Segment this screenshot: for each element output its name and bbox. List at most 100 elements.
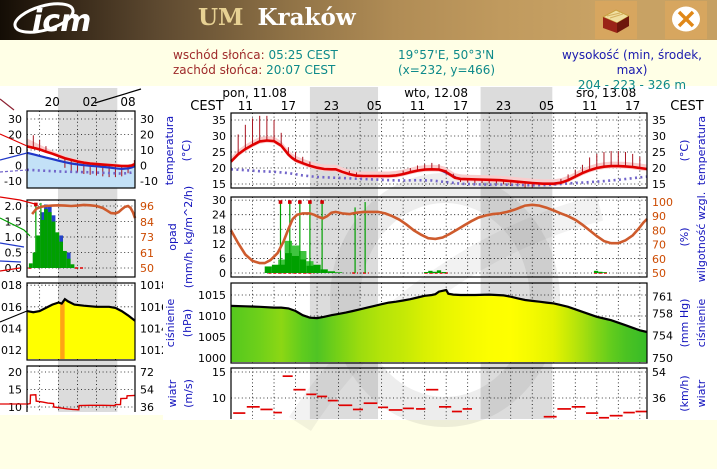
svg-text:50: 50 <box>652 267 666 280</box>
svg-text:(km/h): (km/h) <box>678 375 691 411</box>
svg-text:pon, 11.08: pon, 11.08 <box>222 86 287 100</box>
svg-text:23: 23 <box>496 99 511 113</box>
svg-text:758: 758 <box>652 307 673 320</box>
svg-text:2.0: 2.0 <box>5 200 23 213</box>
svg-text:(m/s): (m/s) <box>182 379 195 408</box>
svg-text:10: 10 <box>140 144 154 157</box>
svg-text:0: 0 <box>140 160 147 173</box>
svg-text:54: 54 <box>140 384 154 397</box>
svg-text:(°C): (°C) <box>678 140 691 162</box>
svg-text:96: 96 <box>140 200 154 213</box>
svg-text:20: 20 <box>212 162 226 175</box>
svg-text:wilgotność wzgl.: wilgotność wzgl. <box>695 192 708 282</box>
city-name: Kraków <box>257 4 356 31</box>
close-button[interactable] <box>665 1 707 39</box>
svg-text:11: 11 <box>238 99 253 113</box>
svg-text:761: 761 <box>652 291 673 304</box>
leader-lines <box>0 88 142 405</box>
svg-text:0: 0 <box>219 267 226 280</box>
meteogram-previous-truncated: 20 02 083020100-103020100-102.01.51.00.50.… <box>0 86 168 415</box>
sunset-label: zachód słońca: <box>173 63 263 77</box>
svg-text:15: 15 <box>8 384 22 397</box>
svg-text:35: 35 <box>652 114 666 127</box>
svg-text:10: 10 <box>8 401 22 414</box>
svg-text:CEST: CEST <box>190 99 224 114</box>
altitude-value: 204 - 223 - 326 m <box>577 78 687 92</box>
svg-text:24: 24 <box>212 209 226 222</box>
svg-text:wiatr: wiatr <box>695 379 708 407</box>
panel-pressure: 1018 1016 1014 1012 1018 1016 1014 1012 <box>0 279 168 361</box>
svg-text:750: 750 <box>652 352 673 365</box>
svg-text:15: 15 <box>212 178 226 191</box>
svg-text:1012: 1012 <box>140 344 168 357</box>
svg-text:(hPa): (hPa) <box>181 309 194 337</box>
svg-text:84: 84 <box>140 216 154 229</box>
svg-text:80: 80 <box>652 224 666 237</box>
svg-text:-10: -10 <box>4 175 22 188</box>
altitude-label: wysokość (min, środek, max) <box>561 48 702 77</box>
svg-text:60: 60 <box>652 253 666 266</box>
svg-text:30: 30 <box>652 130 666 143</box>
svg-text:754: 754 <box>652 330 673 343</box>
svg-text:17: 17 <box>453 99 468 113</box>
svg-text:15: 15 <box>652 178 666 191</box>
svg-text:(°C): (°C) <box>180 140 193 162</box>
svg-text:-10: -10 <box>140 175 158 188</box>
svg-text:CEST: CEST <box>670 99 704 114</box>
svg-text:1005: 1005 <box>198 331 226 344</box>
altitude-info: wysokość (min, środek, max) 204 - 223 - … <box>548 48 716 93</box>
icm-logo[interactable]: icm <box>8 1 158 40</box>
sunrise-label: wschód słońca: <box>173 48 265 62</box>
info-row: wschód słońca: 05:25 CEST zachód słońca:… <box>0 46 717 92</box>
sunset-value: 20:07 CEST <box>266 63 336 77</box>
svg-text:20: 20 <box>652 162 666 175</box>
svg-text:1.5: 1.5 <box>5 216 23 229</box>
svg-text:śro, 13.08: śro, 13.08 <box>576 86 636 100</box>
geo-coordinates: 19°57'E, 50°3'N <box>398 48 495 62</box>
svg-text:10: 10 <box>8 144 22 157</box>
svg-text:15: 15 <box>212 366 226 379</box>
svg-text:20: 20 <box>8 366 22 379</box>
panel-wind: 20 15 10 72 54 36 <box>8 365 154 414</box>
svg-text:30: 30 <box>140 113 154 126</box>
panel-temperature: 30 20 10 0 -10 30 20 10 0 -10 <box>4 110 158 189</box>
svg-text:23: 23 <box>324 99 339 113</box>
svg-text:1014: 1014 <box>140 322 168 335</box>
svg-text:temperatura: temperatura <box>695 116 708 185</box>
svg-text:1018: 1018 <box>140 279 168 292</box>
grid-coordinates: (x=232, y=466) <box>398 63 496 77</box>
svg-text:70: 70 <box>652 239 666 252</box>
close-icon <box>672 6 700 32</box>
svg-text:11: 11 <box>410 99 425 113</box>
svg-text:25: 25 <box>212 146 226 159</box>
svg-text:wto, 12.08: wto, 12.08 <box>404 86 468 100</box>
svg-text:1000: 1000 <box>198 352 226 365</box>
svg-text:10: 10 <box>212 392 226 405</box>
svg-text:54: 54 <box>652 366 666 379</box>
svg-text:17: 17 <box>281 99 296 113</box>
logo-swoosh <box>13 2 75 34</box>
svg-text:36: 36 <box>652 392 666 405</box>
svg-text:73: 73 <box>140 231 154 244</box>
svg-text:1018: 1018 <box>0 279 22 292</box>
svg-text:temperatura: temperatura <box>163 116 176 185</box>
svg-text:02: 02 <box>83 95 98 109</box>
svg-text:30: 30 <box>8 113 22 126</box>
sun-times: wschód słońca: 05:25 CEST zachód słońca:… <box>173 48 338 78</box>
svg-text:36: 36 <box>140 401 154 414</box>
archive-button[interactable] <box>595 1 637 39</box>
svg-text:wiatr: wiatr <box>166 379 179 407</box>
svg-text:1015: 1015 <box>198 289 226 302</box>
svg-text:6: 6 <box>219 252 226 265</box>
svg-text:05: 05 <box>539 99 554 113</box>
panel-temperature: 35 30 25 20 15 35 30 25 20 15 temperatura (°C) (°C) t… <box>163 112 708 191</box>
svg-text:1.0: 1.0 <box>5 231 23 244</box>
svg-text:20: 20 <box>140 129 154 142</box>
svg-text:61: 61 <box>140 247 154 260</box>
